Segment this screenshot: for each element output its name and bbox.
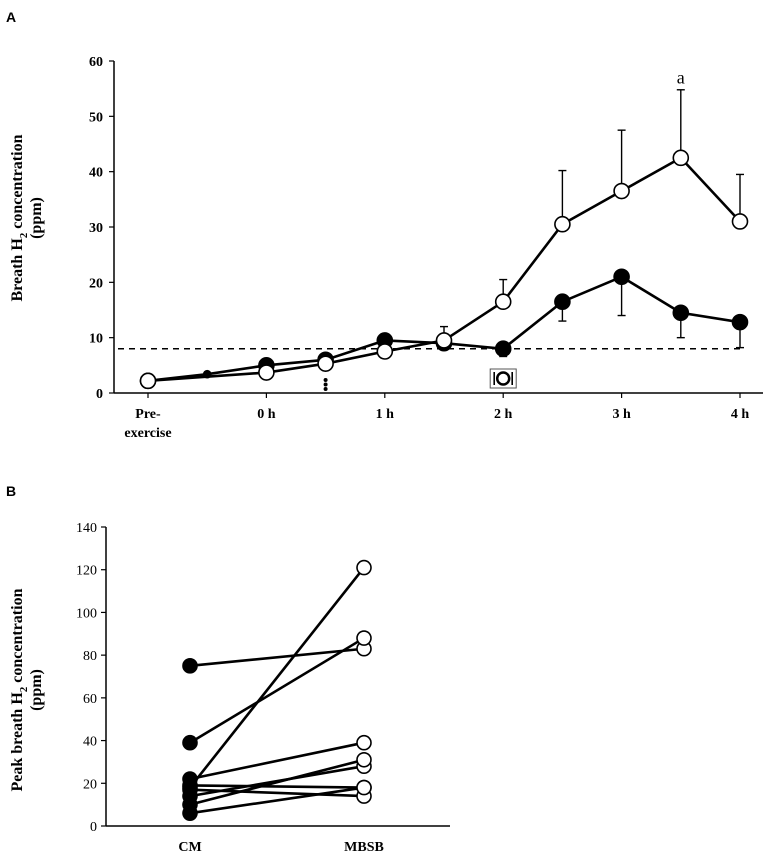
svg-text:Peak breath H2 concentration: Peak breath H2 concentration: [9, 588, 30, 791]
panel-a-y-axis-title: Breath H2 concentration (ppm): [9, 134, 45, 301]
data-point-cm: [554, 293, 571, 311]
pair-line: [189, 786, 365, 815]
x-tick-label: 1 h: [376, 407, 395, 422]
panel-b-y-axis-title: Peak breath H2 concentration (ppm): [9, 588, 45, 791]
data-point-cm: [672, 304, 690, 322]
y-tick-label: 100: [76, 606, 97, 621]
svg-text:(ppm): (ppm): [28, 669, 45, 711]
exercise-dot: [323, 378, 328, 382]
data-point-mbsb: [672, 149, 690, 167]
panel-a-points: [139, 149, 749, 390]
data-point-mbsb: [554, 215, 571, 233]
y-tick-label: 20: [89, 276, 103, 291]
y-tick-label: 20: [83, 777, 97, 792]
meal-icon: [489, 368, 517, 389]
svg-text:(ppm): (ppm): [28, 197, 45, 239]
y-tick-label: 0: [96, 387, 103, 402]
pair-line: [189, 741, 365, 781]
panel-b-pair-lines: [188, 566, 366, 815]
pair-line: [189, 636, 365, 744]
x-tick-label-line2: exercise: [124, 426, 171, 441]
exercise-dot: [323, 382, 328, 387]
data-point-mbsb: [613, 182, 630, 200]
point-cm: [182, 658, 198, 674]
data-point-mbsb: [317, 355, 334, 372]
panel-b-y-ticks: 0 20 40 60 80 100 120 140: [76, 521, 106, 835]
data-point-mbsb: [494, 293, 512, 311]
y-tick-label: 80: [83, 649, 97, 664]
y-tick-label: 60: [83, 692, 97, 707]
x-tick-label: 0 h: [257, 407, 276, 422]
point-cm: [182, 805, 198, 821]
exercise-dot: [323, 387, 328, 391]
data-point-cm: [731, 313, 749, 331]
meal-icon-frame: [489, 368, 517, 389]
data-point-mbsb: [139, 372, 157, 390]
y-tick-label: 0: [90, 820, 97, 835]
x-tick-label: CM: [178, 840, 201, 855]
point-cm: [182, 779, 198, 796]
pair-line: [189, 758, 365, 806]
x-tick-label: 4 h: [731, 407, 750, 422]
y-tick-label: 30: [89, 221, 103, 236]
data-point-mbsb: [731, 213, 749, 230]
point-cm: [182, 734, 198, 751]
data-point-mbsb: [435, 332, 453, 349]
data-point-mbsb: [258, 364, 275, 381]
y-tick-label: 140: [76, 521, 97, 536]
panel-b: B Peak breath H2 concentration (ppm) 0 20…: [6, 483, 450, 855]
point-mbsb: [356, 630, 372, 646]
y-tick-label: 120: [76, 564, 97, 579]
panel-a-label: A: [6, 9, 16, 25]
x-tick-label: Pre-: [135, 407, 161, 422]
exercise-marker-icon: [323, 378, 328, 391]
y-tick-label: 50: [89, 110, 103, 125]
y-tick-label: 60: [89, 55, 103, 70]
pair-line: [188, 566, 366, 789]
y-tick-label: 40: [89, 166, 103, 181]
panel-b-label: B: [6, 483, 16, 499]
data-point-cm: [613, 268, 630, 286]
pair-line: [189, 784, 365, 789]
svg-text:Breath H2 concentration: Breath H2 concentration: [9, 134, 30, 301]
panel-a-x-ticks: Pre-exercise 0 h 1 h 2 h 3 h 4 h: [124, 393, 749, 441]
panel-a-error-bars: [262, 89, 744, 372]
data-point-cm: [202, 369, 212, 379]
series-line-mbsb: [147, 156, 741, 383]
x-tick-label: 3 h: [612, 407, 631, 422]
point-mbsb: [356, 751, 372, 768]
data-point-mbsb: [376, 343, 394, 360]
y-tick-label: 40: [83, 735, 97, 750]
pair-line: [189, 647, 365, 668]
panel-a: A Breath H2 concentration (ppm) 0 10 20 30 4…: [6, 9, 763, 441]
y-tick-label: 10: [89, 332, 103, 347]
meal-icon-plate: [495, 371, 511, 386]
x-tick-label: 2 h: [494, 407, 513, 422]
x-tick-label: MBSB: [344, 840, 384, 855]
data-point-cm: [494, 340, 512, 358]
point-mbsb: [356, 734, 372, 751]
significance-annotation: a: [677, 68, 685, 88]
panel-a-y-ticks: 0 10 20 30 40 50 60: [89, 55, 114, 402]
panel-b-x-ticks: CM MBSB: [178, 840, 384, 855]
panel-b-points: [182, 559, 372, 821]
point-mbsb: [356, 559, 372, 576]
point-mbsb: [356, 779, 372, 796]
